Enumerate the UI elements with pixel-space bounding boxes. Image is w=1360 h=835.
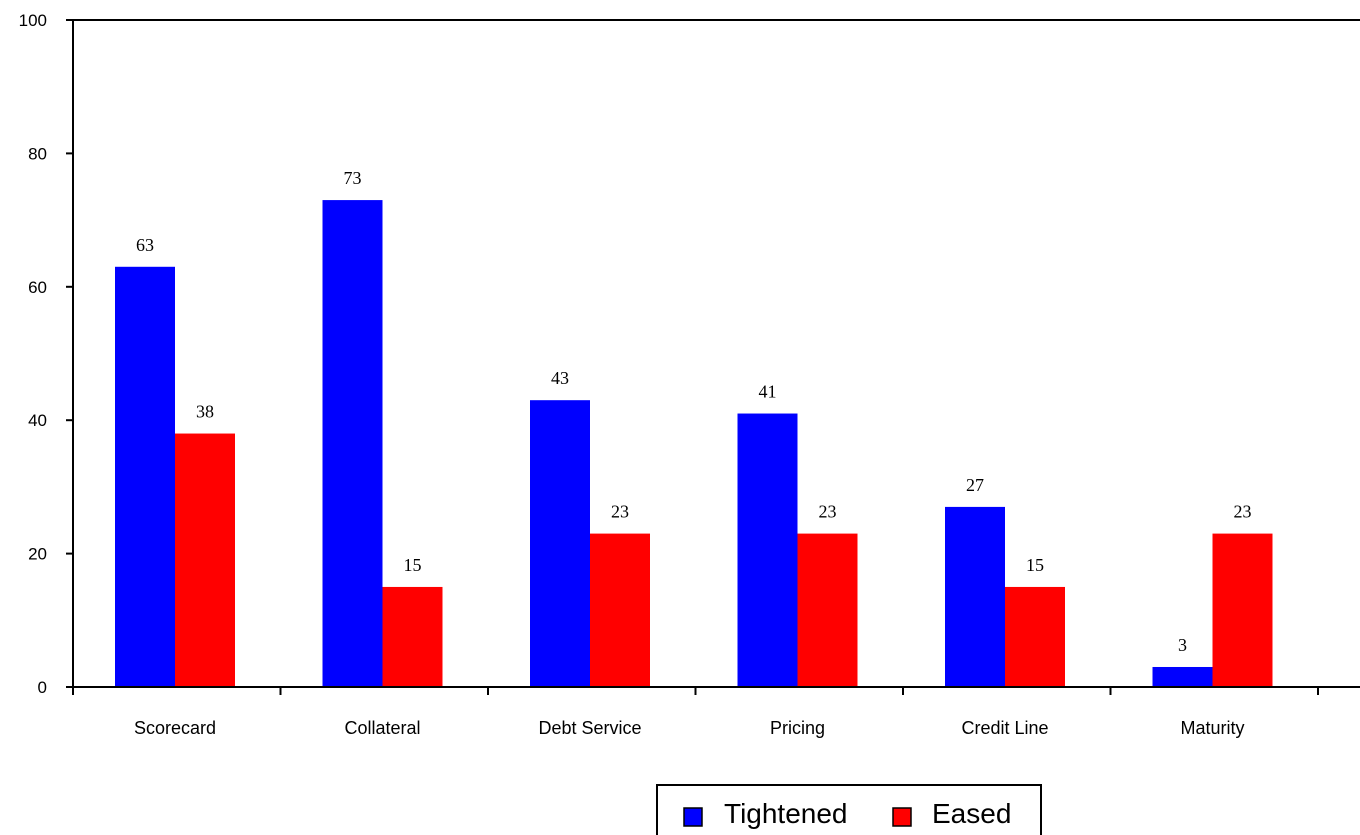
bar-tightened-debt-service — [530, 400, 590, 687]
category-label-collateral: Collateral — [344, 718, 420, 738]
category-label-scorecard: Scorecard — [134, 718, 216, 738]
legend: Tightened Eased — [656, 784, 1042, 835]
y-tick-label-60: 60 — [28, 278, 47, 297]
bar-eased-maturity — [1212, 533, 1273, 687]
category-label-maturity: Maturity — [1180, 718, 1244, 738]
data-label-tightened-scorecard: 63 — [136, 235, 154, 255]
bar-eased-credit-line — [1005, 586, 1065, 687]
data-label-tightened-credit-line: 27 — [966, 475, 984, 495]
data-label-eased-debt-service: 23 — [611, 502, 629, 522]
category-labels: Scorecard Collateral Debt Service Pricing Cr… — [134, 718, 1245, 738]
data-label-eased-scorecard: 38 — [196, 402, 214, 422]
bar-tightened-pricing — [737, 413, 798, 687]
data-labels-group: 63 38 73 15 43 23 41 23 27 15 3 23 — [136, 168, 1252, 655]
legend-swatch-tightened — [683, 807, 703, 827]
data-label-tightened-debt-service: 43 — [551, 368, 569, 388]
bar-tightened-maturity — [1152, 666, 1213, 687]
legend-box — [656, 784, 1042, 835]
y-tick-label-40: 40 — [28, 411, 47, 430]
y-tick-label-20: 20 — [28, 545, 47, 564]
data-label-eased-pricing: 23 — [819, 502, 837, 522]
bar-tightened-credit-line — [945, 506, 1005, 687]
bars-group — [115, 200, 1273, 687]
bar-tightened-collateral — [322, 200, 383, 687]
y-axis-ticks: 0 20 40 60 80 100 — [19, 11, 73, 697]
x-axis-ticks — [72, 687, 1319, 695]
category-label-credit-line: Credit Line — [961, 718, 1048, 738]
axes-group — [67, 19, 1360, 693]
category-label-pricing: Pricing — [770, 718, 825, 738]
y-tick-label-80: 80 — [28, 144, 47, 163]
data-label-eased-credit-line: 15 — [1026, 555, 1044, 575]
data-label-tightened-collateral: 73 — [344, 168, 362, 188]
bar-tightened-scorecard — [115, 266, 175, 687]
legend-swatch-eased — [892, 807, 912, 827]
legend-label-eased: Eased — [932, 798, 1011, 829]
data-label-eased-maturity: 23 — [1234, 502, 1252, 522]
data-label-eased-collateral: 15 — [404, 555, 422, 575]
legend-label-tightened: Tightened — [724, 798, 848, 829]
data-label-tightened-pricing: 41 — [759, 382, 777, 402]
bar-eased-collateral — [382, 586, 443, 687]
data-label-tightened-maturity: 3 — [1178, 635, 1187, 655]
category-label-debt-service: Debt Service — [538, 718, 641, 738]
bar-eased-scorecard — [175, 433, 235, 687]
y-tick-label-0: 0 — [38, 678, 47, 697]
bar-eased-pricing — [797, 533, 858, 687]
bar-eased-debt-service — [590, 533, 650, 687]
y-tick-label-100: 100 — [19, 11, 47, 30]
